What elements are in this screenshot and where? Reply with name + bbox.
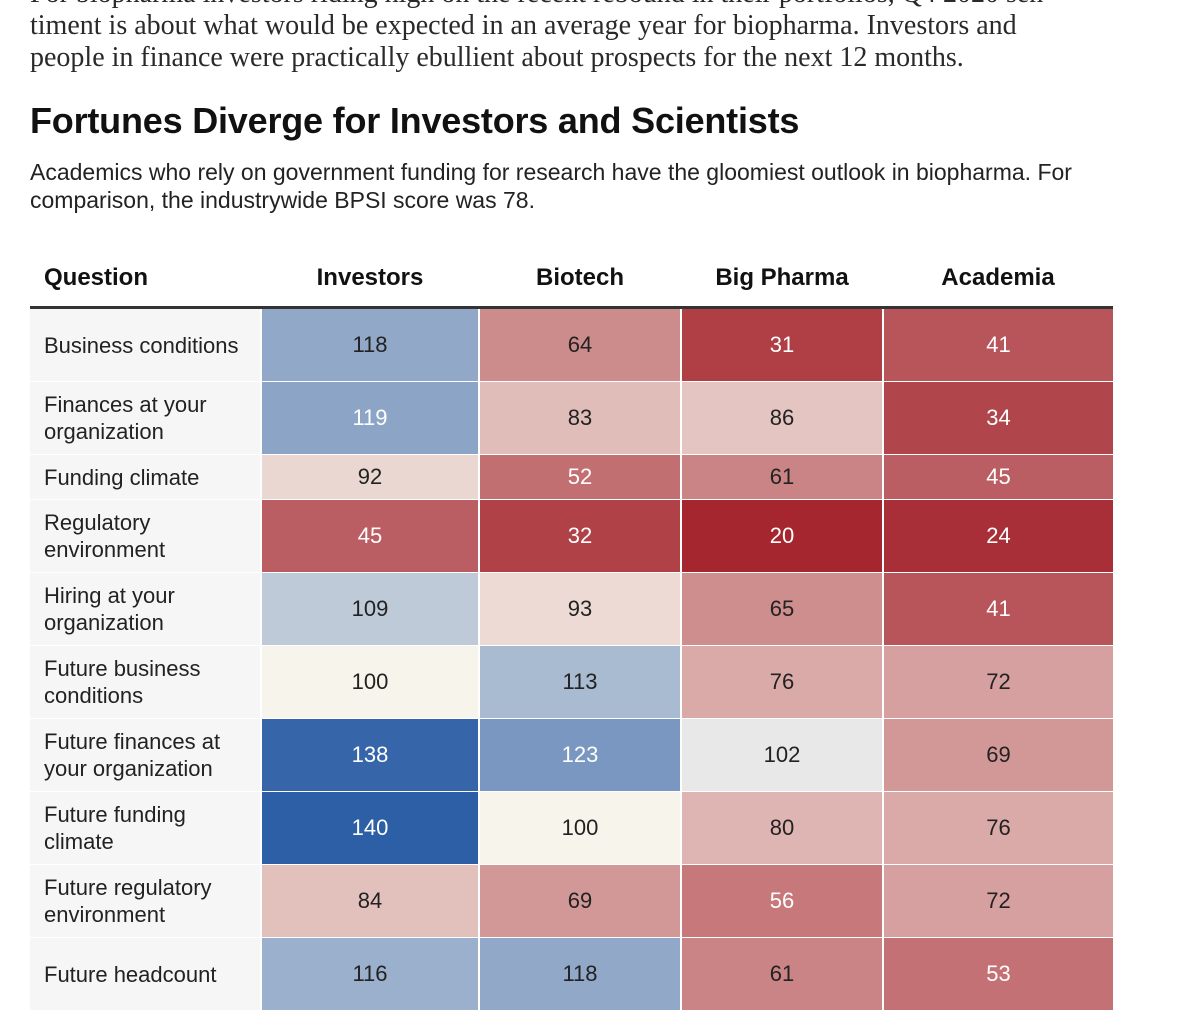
heatmap-cell-biotech: 118 [478,937,681,1011]
chart-subtitle: Academics who rely on government funding… [30,159,1072,213]
heatmap-cell-investors: 138 [260,718,479,792]
heatmap-cell-academia: 24 [882,499,1113,573]
question-label: Future funding climate [30,791,261,865]
question-label: Future headcount [30,937,261,1011]
heatmap-cell-academia: 41 [882,307,1113,382]
heatmap-cell-big-pharma: 65 [680,572,883,646]
question-label: Future finances at your organization [30,718,261,792]
heatmap-cell-investors: 45 [260,499,479,573]
question-label: Funding climate [30,454,261,500]
table-row: Regulatory environment 45 32 20 24 [30,499,1113,573]
heatmap-cell-big-pharma: 76 [680,645,883,719]
heatmap-cell-big-pharma: 102 [680,718,883,792]
table-row: Hiring at your organization 109 93 65 41 [30,572,1113,646]
column-header-academia: Academia [883,250,1113,309]
question-label: Regulatory environment [30,499,261,573]
article-intro: For biopharma investors riding high on t… [30,0,1170,74]
heatmap-cell-biotech: 123 [478,718,681,792]
intro-line: For biopharma investors riding high on t… [30,0,1170,10]
column-header-investors: Investors [261,250,479,309]
table-row: Future headcount 116 118 61 53 [30,937,1113,1011]
heatmap-cell-big-pharma: 31 [680,307,883,382]
question-label: Hiring at your organization [30,572,261,646]
table-row: Finances at your organization 119 83 86 34 [30,381,1113,455]
heatmap-cell-big-pharma: 56 [680,864,883,938]
heatmap-cell-investors: 116 [260,937,479,1011]
table-row: Future finances at your organization 138 1… [30,718,1113,792]
heatmap-cell-investors: 109 [260,572,479,646]
heatmap-cell-big-pharma: 61 [680,454,883,500]
heatmap-cell-academia: 72 [882,864,1113,938]
heatmap-cell-investors: 119 [260,381,479,455]
heatmap-cell-big-pharma: 20 [680,499,883,573]
heatmap-cell-biotech: 83 [478,381,681,455]
heatmap-cell-biotech: 113 [478,645,681,719]
table-row: Funding climate 92 52 61 45 [30,454,1113,500]
table-row: Future funding climate 140 100 80 76 [30,791,1113,865]
heatmap-cell-big-pharma: 86 [680,381,883,455]
column-header-biotech: Biotech [479,250,681,309]
heatmap-cell-big-pharma: 80 [680,791,883,865]
heatmap-cell-academia: 76 [882,791,1113,865]
table-row: Future business conditions 100 113 76 72 [30,645,1113,719]
heatmap-cell-investors: 118 [260,307,479,382]
heatmap-cell-big-pharma: 61 [680,937,883,1011]
heatmap-table: Question Investors Biotech Big Pharma Ac… [30,250,1113,1011]
question-label: Future business conditions [30,645,261,719]
table-row: Business conditions 118 64 31 41 [30,307,1113,382]
heatmap-cell-biotech: 64 [478,307,681,382]
heatmap-cell-biotech: 93 [478,572,681,646]
heatmap-cell-biotech: 52 [478,454,681,500]
intro-line: people in finance were practically ebull… [30,42,964,73]
heatmap-cell-investors: 84 [260,864,479,938]
heatmap-cell-academia: 69 [882,718,1113,792]
question-label: Future regulatory environment [30,864,261,938]
heatmap-cell-academia: 41 [882,572,1113,646]
chart-title: Fortunes Diverge for Investors and Scien… [30,100,800,141]
column-header-question: Question [30,250,261,309]
heatmap-cell-biotech: 69 [478,864,681,938]
heatmap-cell-biotech: 32 [478,499,681,573]
question-label: Finances at your organization [30,381,261,455]
heatmap-cell-biotech: 100 [478,791,681,865]
intro-line: timent is about what would be expected i… [30,10,1017,41]
column-header-big-pharma: Big Pharma [681,250,883,309]
question-label: Business conditions [30,307,261,382]
header-row: Question Investors Biotech Big Pharma Ac… [30,250,1113,309]
heatmap-cell-investors: 140 [260,791,479,865]
heatmap-cell-academia: 45 [882,454,1113,500]
heatmap-cell-academia: 34 [882,381,1113,455]
heatmap-cell-academia: 53 [882,937,1113,1011]
table-row: Future regulatory environment 84 69 56 72 [30,864,1113,938]
heatmap-cell-investors: 100 [260,645,479,719]
heatmap-cell-academia: 72 [882,645,1113,719]
heatmap-cell-investors: 92 [260,454,479,500]
